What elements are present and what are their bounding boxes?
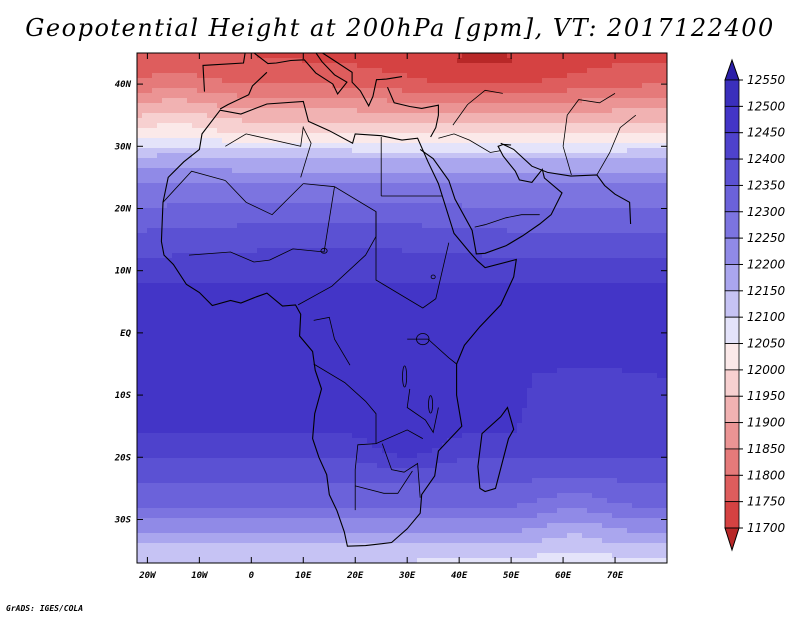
lon-tick-label: 40E	[451, 571, 468, 581]
colorbar-swatch	[724, 316, 740, 344]
colorbar-swatch	[724, 237, 740, 265]
lat-tick-label: 30N	[114, 142, 132, 152]
lon-tick-label: 10E	[295, 571, 312, 581]
colorbar-level-label: 11850	[747, 442, 786, 456]
colorbar-swatch	[724, 343, 740, 371]
colorbar-max-arrow	[724, 58, 740, 81]
lon-tick-label: 0	[249, 571, 255, 581]
lon-tick-label: 30E	[398, 571, 416, 581]
lat-tick-label: 10N	[115, 267, 132, 277]
colorbar-swatch	[724, 264, 740, 292]
colorbar-swatch	[724, 105, 740, 134]
lat-tick-label: 20S	[114, 453, 132, 463]
colorbar-swatch	[724, 185, 740, 213]
colorbar-swatch	[724, 79, 740, 107]
colorbar-swatch	[724, 395, 740, 423]
colorbar-swatch	[724, 369, 740, 397]
colorbar-level-label: 11750	[747, 495, 786, 509]
colorbar-level-label: 12000	[747, 363, 786, 377]
lon-tick-label: 50E	[503, 571, 520, 581]
longitude-axis: 20W 10W 0 10E 20E 30E 40E 50E 60E 70E	[138, 53, 624, 581]
colorbar-level-label: 12100	[747, 310, 786, 324]
colorbar-swatch	[724, 132, 740, 160]
grads-credit: GrADS: IGES/COLA	[6, 604, 84, 613]
lat-tick-label: 30S	[114, 515, 132, 525]
lon-tick-label: 70E	[607, 571, 624, 581]
colorbar-level-label: 12150	[747, 284, 786, 298]
lon-tick-label: 20W	[138, 571, 157, 581]
colorbar-level-label: 12250	[747, 231, 786, 245]
colorbar-level-label: 11950	[747, 389, 786, 403]
lon-tick-label: 20E	[346, 571, 364, 581]
colorbar-level-label: 12300	[747, 205, 786, 219]
colorbar-level-label: 11800	[747, 468, 786, 482]
colorbar-level-label: 11900	[747, 416, 786, 430]
colorbar-swatch	[724, 290, 740, 318]
colorbar-min-arrow	[724, 527, 740, 552]
lat-tick-label: EQ	[120, 329, 131, 339]
lon-tick-label: 10W	[191, 571, 209, 581]
colorbar: 12550 12500 12450 12400 12350 12300 12250 12200…	[724, 58, 786, 552]
colorbar-swatch	[724, 158, 740, 186]
colorbar-level-label: 12500	[747, 99, 786, 113]
colorbar-swatch	[724, 501, 740, 529]
latitude-axis: 40N 30N 20N 10N EQ 10S 20S 30S	[114, 80, 667, 525]
colorbar-swatch	[724, 474, 740, 503]
colorbar-level-label: 12350	[747, 178, 786, 192]
coastlines	[160, 53, 637, 547]
colorbar-swatch	[724, 211, 740, 239]
plot-frame	[136, 52, 668, 564]
colorbar-level-label: 11700	[747, 521, 786, 535]
colorbar-level-label: 12050	[747, 337, 786, 351]
lat-tick-label: 40N	[115, 80, 132, 90]
colorbar-level-label: 12200	[747, 257, 786, 271]
height-field	[137, 53, 667, 563]
colorbar-level-label: 12550	[747, 73, 786, 87]
lat-tick-label: 20N	[114, 204, 132, 214]
colorbar-level-label: 12400	[747, 152, 786, 166]
chart-title: Geopotential Height at 200hPa [gpm], VT:…	[25, 14, 775, 42]
lat-tick-label: 10S	[115, 391, 132, 401]
colorbar-swatch	[724, 448, 740, 476]
colorbar-swatch	[724, 422, 740, 450]
colorbar-level-label: 12450	[747, 126, 786, 140]
lon-tick-label: 60E	[555, 571, 572, 581]
